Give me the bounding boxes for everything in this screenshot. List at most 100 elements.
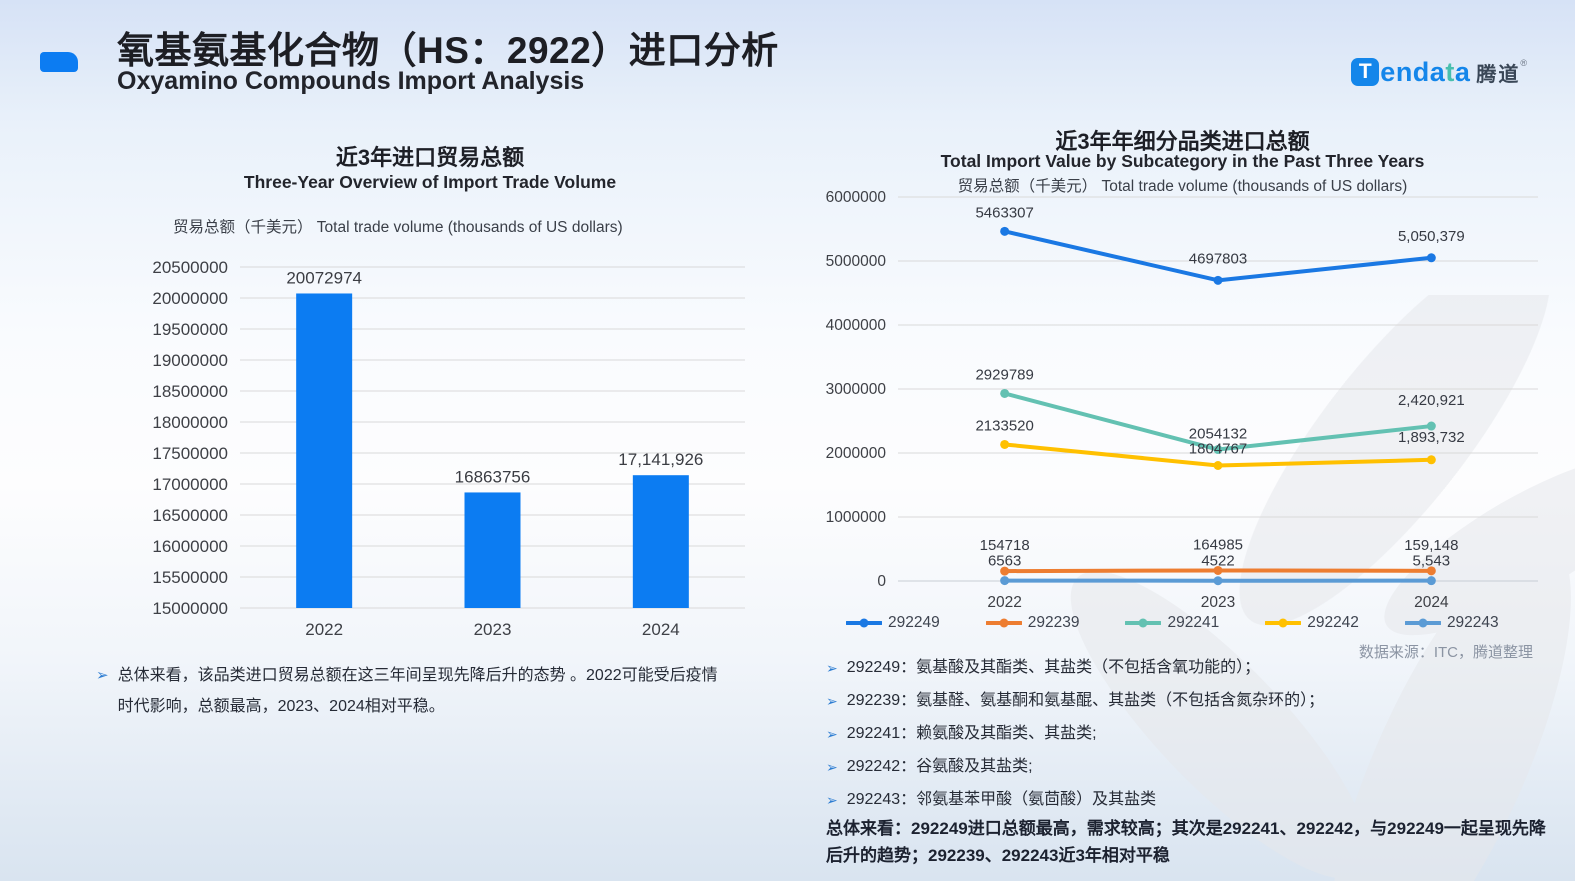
tendata-logo-cn: 腾道: [1476, 63, 1521, 86]
bullet-text: 292243：邻氨基苯甲酸（氨茴酸）及其盐类: [846, 791, 1157, 808]
point-value-label: 2,420,921: [1398, 392, 1465, 409]
bullet-text: 292241：赖氨酸及其酯类、其盐类;: [846, 725, 1097, 742]
y-tick-label: 3000000: [826, 381, 887, 398]
subcategory-bullets: ➢ 292249：氨基酸及其酯类、其盐类（不包括含氧功能的）； ➢ 292239：氨基…: [826, 657, 1550, 822]
x-tick-label: 2023: [1201, 594, 1235, 611]
legend-marker-292249: [846, 618, 882, 628]
tendata-logo: T endata 腾道 ®: [1351, 57, 1527, 87]
summary-text: 总体来看：292249进口总额最高，需求较高；其次是292241、292242，…: [826, 819, 1546, 865]
x-tick-label: 2024: [1414, 594, 1449, 611]
bullet-text: 292249：氨基酸及其酯类、其盐类（不包括含氧功能的）；: [846, 659, 1261, 676]
bar-chart: 20500000 20000000 19500000 19000000 18500000…: [152, 258, 745, 639]
bar-value-label: 20072974: [286, 268, 362, 287]
y-tick-label: 18500000: [152, 382, 228, 401]
bullet-arrow-icon: ➢: [826, 660, 838, 676]
x-tick-label: 2022: [305, 620, 343, 639]
legend-marker-292243: [1404, 618, 1441, 628]
legend-label: 292242: [1307, 614, 1359, 631]
legend-label: 292249: [888, 614, 940, 631]
bar-2023: [464, 492, 521, 608]
data-point-292242-2022: [1000, 439, 1010, 449]
y-tick-label: 16000000: [152, 537, 228, 556]
point-value-label: 5463307: [975, 204, 1033, 221]
bullet-item: ➢ 292239：氨基醛、氨基酮和氨基醌、其盐类（不包括含氮杂环的）；: [826, 690, 1550, 712]
point-value-label: 2929789: [975, 366, 1033, 383]
bullet-arrow-icon: ➢: [826, 726, 838, 742]
registered-mark: ®: [1520, 58, 1527, 68]
data-point-292243-2023: [1213, 576, 1223, 586]
bullet-item: ➢ 292242：谷氨酸及其盐类;: [826, 756, 1550, 778]
point-value-label: 5,050,379: [1398, 228, 1465, 245]
point-value-label: 164985: [1193, 536, 1243, 553]
x-tick-label: 2023: [474, 620, 512, 639]
bullet-item: ➢ 292241：赖氨酸及其酯类、其盐类;: [826, 723, 1550, 745]
y-tick-label: 18000000: [152, 413, 228, 432]
point-value-label: 6563: [988, 553, 1021, 570]
legend-marker-292241: [1125, 618, 1162, 628]
point-value-label: 5,543: [1413, 553, 1451, 570]
right-chart-title-cn: 近3年年细分品类进口总额: [1055, 129, 1310, 154]
left-chart-title-cn: 近3年进口贸易总额: [335, 145, 525, 170]
legend-dot: [1418, 618, 1428, 628]
y-tick-label: 17500000: [152, 444, 228, 463]
bar-value-label: 16863756: [455, 467, 531, 486]
left-chart-axis-note: 贸易总额（千美元） Total trade volume (thousands …: [173, 219, 623, 236]
legend-item-292239: 292239: [985, 614, 1080, 632]
point-value-label: 2133520: [975, 417, 1033, 434]
legend-item-292249: 292249: [846, 614, 940, 632]
point-value-label: 1,893,732: [1398, 429, 1465, 446]
bullet-item: ➢ 292243：邻氨基苯甲酸（氨茴酸）及其盐类: [826, 789, 1550, 811]
note-arrow-icon: ➢: [96, 667, 109, 684]
legend-label: 292243: [1446, 614, 1499, 631]
y-tick-label: 17000000: [152, 475, 228, 494]
point-value-label: 159,148: [1404, 537, 1458, 554]
y-tick-label: 4000000: [826, 317, 887, 334]
left-chart-note-text: 总体来看，该品类进口贸易总额在这三年间呈现先降后升的态势 。2022可能受后疫情…: [117, 667, 718, 715]
line-chart-legend: 292249 292239 292241 292242 292243: [846, 614, 1499, 632]
data-point-292243-2022: [1000, 576, 1010, 586]
y-tick-label: 6000000: [826, 189, 887, 206]
legend-marker-292242: [1265, 618, 1302, 628]
bar-2024: [632, 475, 689, 608]
title-accent-badge: [40, 52, 78, 72]
line-series-292249: 5463307 4697803 5,050,379: [975, 204, 1465, 285]
legend-item-292241: 292241: [1125, 614, 1219, 632]
data-point-292239-2022: [1000, 566, 1010, 576]
legend-dot: [859, 618, 869, 628]
page-title: 氧基氨基化合物（HS：2922）进口分析: [117, 30, 779, 71]
line-chart: 6000000 5000000 4000000 3000000 2000000 10000…: [826, 189, 1538, 611]
point-value-label: 4522: [1201, 553, 1234, 570]
bullet-item: ➢ 292249：氨基酸及其酯类、其盐类（不包括含氧功能的）；: [826, 657, 1550, 679]
data-point-292249-2024: [1426, 253, 1436, 263]
tendata-logo-text: endata: [1380, 56, 1471, 87]
data-point-292249-2022: [1000, 226, 1010, 236]
legend-dot: [999, 618, 1009, 628]
data-point-292243-2024: [1426, 576, 1436, 586]
right-chart-axis-note: 贸易总额（千美元） Total trade volume (thousands …: [957, 178, 1408, 195]
left-chart-note: ➢ 总体来看，该品类进口贸易总额在这三年间呈现先降后升的态势 。2022可能受后…: [96, 660, 721, 722]
legend-item-292243: 292243: [1404, 614, 1499, 632]
left-chart-title-en: Three-Year Overview of Import Trade Volu…: [243, 172, 617, 192]
y-tick-label: 1000000: [826, 509, 887, 526]
point-value-label: 154718: [980, 537, 1030, 554]
y-tick-label: 15500000: [152, 568, 228, 587]
data-point-292241-2022: [1000, 388, 1010, 398]
x-tick-label: 2022: [987, 594, 1021, 611]
bar-2022: [296, 293, 353, 608]
y-tick-label: 0: [877, 573, 886, 590]
legend-item-292242: 292242: [1265, 614, 1359, 632]
bar-value-label: 17,141,926: [618, 450, 703, 469]
bullet-arrow-icon: ➢: [826, 792, 838, 808]
legend-label: 292239: [1027, 614, 1080, 631]
bullet-text: 292242：谷氨酸及其盐类;: [846, 758, 1033, 775]
right-chart-title-en: Total Import Value by Subcategory in the…: [940, 151, 1425, 171]
legend-dot: [1278, 618, 1288, 628]
point-value-label: 2054132: [1189, 426, 1247, 443]
data-point-292242-2023: [1213, 460, 1223, 470]
y-tick-label: 19000000: [152, 351, 228, 370]
y-tick-label: 5000000: [826, 253, 887, 270]
legend-label: 292241: [1167, 614, 1220, 631]
page-subtitle: Oxyamino Compounds Import Analysis: [117, 67, 585, 95]
